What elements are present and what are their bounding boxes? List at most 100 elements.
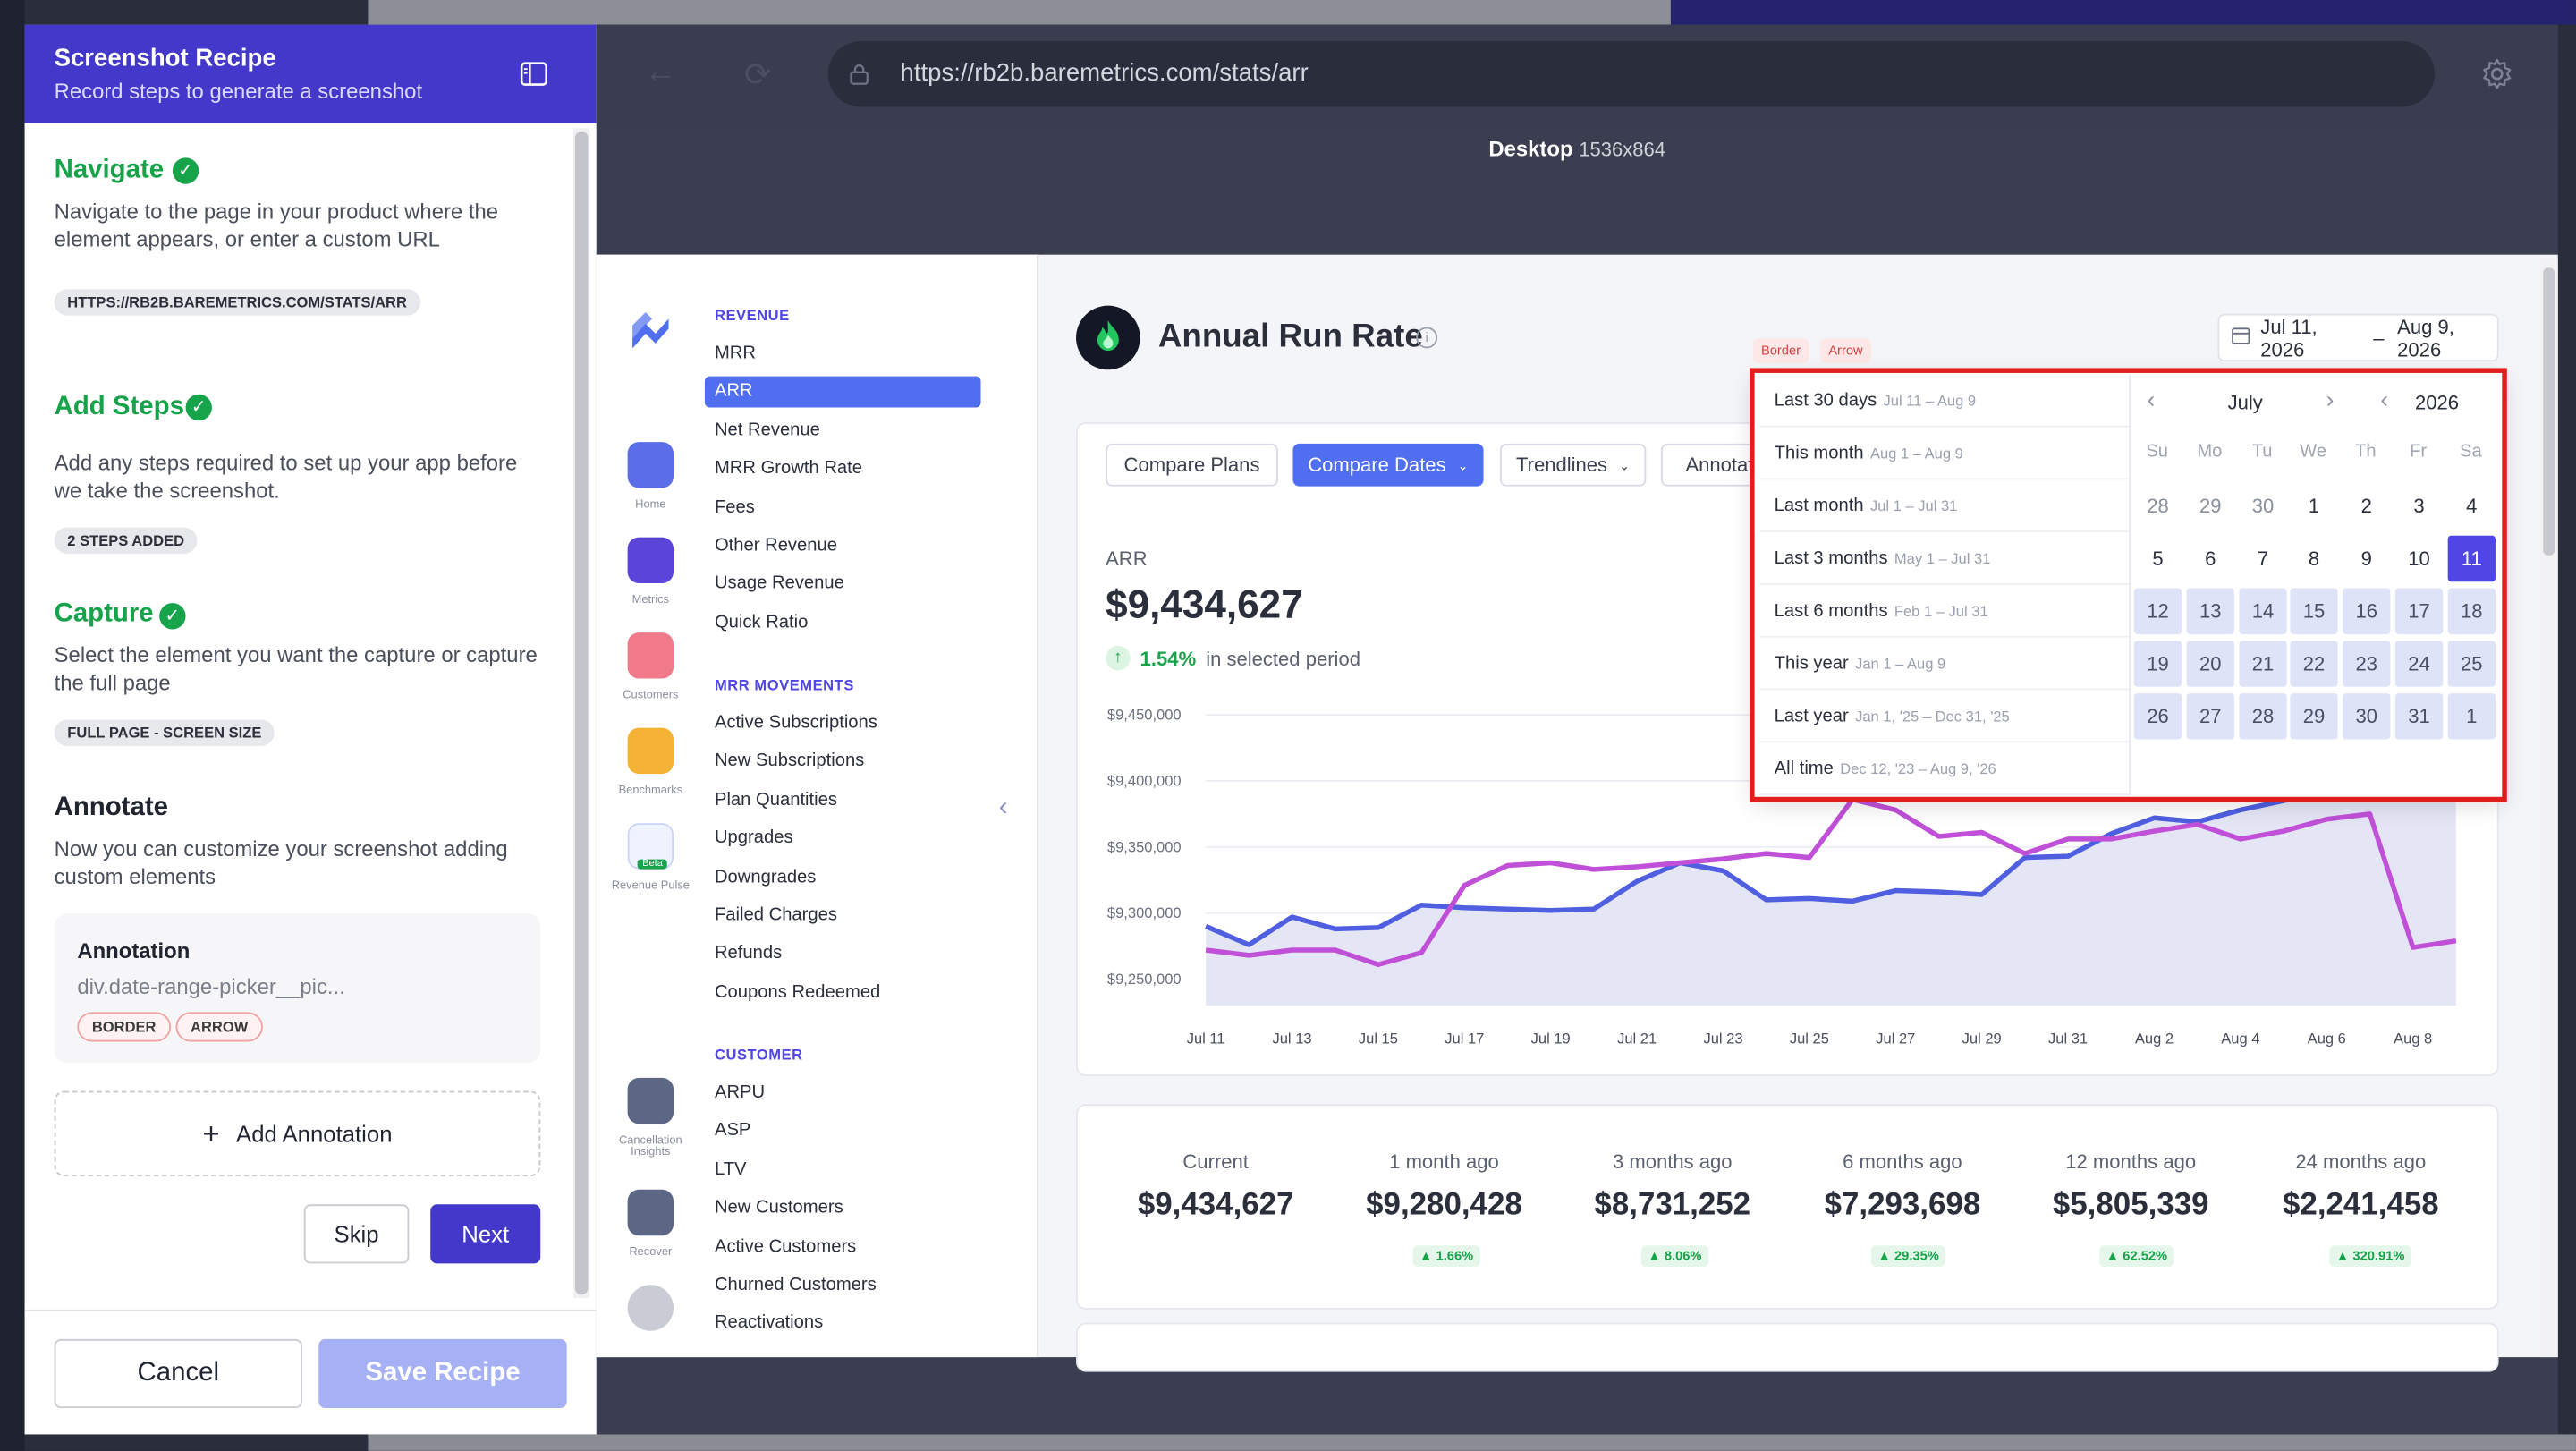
calendar-day[interactable]: 30 [2343, 693, 2391, 740]
nav-item-other-revenue[interactable]: Other Revenue [714, 535, 837, 556]
prev-month-icon[interactable]: ‹ [2147, 386, 2156, 413]
calendar-day[interactable]: 11 [2447, 535, 2496, 582]
add-annotation-button[interactable]: + Add Annotation [54, 1090, 541, 1177]
nav-item-arr[interactable]: ARR [714, 381, 753, 402]
metrics-icon[interactable] [627, 537, 674, 584]
nav-item-active-subscriptions[interactable]: Active Subscriptions [714, 713, 877, 734]
next-month-icon[interactable]: › [2326, 386, 2334, 413]
nav-item-fees[interactable]: Fees [714, 496, 755, 517]
calendar-day[interactable]: 5 [2152, 547, 2164, 571]
calendar-day[interactable]: 28 [2147, 494, 2169, 518]
calendar-day[interactable]: 16 [2343, 588, 2391, 634]
calendar-day[interactable]: 24 [2394, 641, 2444, 687]
date-range-button[interactable]: Jul 11, 2026 – Aug 9, 2026 [2217, 313, 2499, 362]
prev-year-icon[interactable]: ‹ [2380, 386, 2388, 413]
preset-this-year[interactable]: This year Jan 1 – Aug 9 [1759, 638, 2130, 691]
calendar-day[interactable]: 21 [2239, 641, 2287, 687]
app-scrollbar-thumb[interactable] [2543, 267, 2555, 556]
calendar-day[interactable]: 31 [2394, 693, 2444, 740]
nav-item-arpu[interactable]: ARPU [714, 1082, 766, 1103]
calendar-day[interactable]: 4 [2466, 494, 2478, 518]
home-icon[interactable] [627, 442, 674, 488]
nav-item-new-subscriptions[interactable]: New Subscriptions [714, 751, 865, 772]
calendar-day[interactable]: 9 [2360, 547, 2372, 571]
recover-icon[interactable] [627, 1189, 674, 1236]
calendar-month[interactable]: July [2227, 391, 2263, 414]
nav-item-mrr[interactable]: MRR [714, 343, 756, 363]
avatar[interactable] [627, 1285, 674, 1331]
calendar-day[interactable]: 10 [2408, 547, 2430, 571]
nav-item-ltv[interactable]: LTV [714, 1159, 747, 1180]
nav-item-mrr-growth-rate[interactable]: MRR Growth Rate [714, 458, 863, 479]
refresh-icon[interactable]: ⟳ [744, 57, 772, 94]
calendar-day[interactable]: 22 [2290, 641, 2338, 687]
next-button[interactable]: Next [430, 1204, 541, 1264]
calendar-day[interactable]: 17 [2394, 588, 2444, 634]
calendar-day[interactable]: 2 [2360, 494, 2372, 518]
back-arrow-icon[interactable]: ← [643, 54, 677, 91]
calendar-day[interactable]: 18 [2447, 588, 2496, 634]
preset-last-year[interactable]: Last year Jan 1, '25 – Dec 31, '25 [1759, 690, 2130, 743]
annotations-button[interactable]: Annotat [1660, 443, 1760, 487]
calendar-day[interactable]: 6 [2205, 547, 2216, 571]
calendar-year[interactable]: 2026 [2414, 391, 2459, 414]
calendar-day[interactable]: 25 [2447, 641, 2496, 687]
calendar-day[interactable]: 1 [2447, 693, 2496, 740]
nav-item-usage-revenue[interactable]: Usage Revenue [714, 573, 844, 594]
nav-item-quick-ratio[interactable]: Quick Ratio [714, 612, 809, 632]
nav-item-coupons-redeemed[interactable]: Coupons Redeemed [714, 981, 881, 1003]
calendar-day[interactable]: 13 [2186, 588, 2234, 634]
preset-last-6-months[interactable]: Last 6 months Feb 1 – Jul 31 [1759, 585, 2130, 638]
panel-scrollbar-thumb[interactable] [574, 131, 589, 1295]
calendar-day[interactable]: 3 [2413, 494, 2425, 518]
nav-item-failed-charges[interactable]: Failed Charges [714, 905, 837, 926]
calendar-day[interactable]: 23 [2343, 641, 2391, 687]
compare-plans-button[interactable]: Compare Plans [1106, 443, 1278, 487]
nav-item-asp[interactable]: ASP [714, 1121, 751, 1141]
nav-item-downgrades[interactable]: Downgrades [714, 867, 817, 887]
preset-last-30-days[interactable]: Last 30 days Jul 11 – Aug 9 [1759, 375, 2130, 428]
calendar-day[interactable]: 27 [2186, 693, 2234, 740]
nav-item-new-customers[interactable]: New Customers [714, 1198, 843, 1218]
benchmarks-icon[interactable] [627, 727, 674, 775]
preset-all-time[interactable]: All time Dec 12, '23 – Aug 9, '26 [1759, 742, 2130, 795]
calendar-day[interactable]: 15 [2290, 588, 2338, 634]
capture-mode-chip: FULL PAGE - SCREEN SIZE [54, 719, 275, 746]
add-annotation-label: Add Annotation [236, 1120, 393, 1148]
calendar-day[interactable]: 26 [2133, 693, 2182, 740]
calendar-day[interactable]: 29 [2199, 494, 2222, 518]
nav-item-refunds[interactable]: Refunds [714, 943, 783, 964]
compare-dates-button[interactable]: Compare Dates ⌄ [1292, 443, 1484, 487]
skip-button[interactable]: Skip [303, 1204, 410, 1264]
calendar-day[interactable]: 30 [2251, 494, 2275, 518]
nav-item-net-revenue[interactable]: Net Revenue [714, 420, 820, 440]
toggle-panel-icon[interactable] [519, 59, 548, 89]
calendar-day[interactable]: 29 [2290, 693, 2338, 740]
url-bar[interactable] [827, 40, 2435, 107]
calendar-day[interactable]: 19 [2133, 641, 2182, 687]
calendar-day[interactable]: 14 [2239, 588, 2287, 634]
cancel-button[interactable]: Cancel [54, 1338, 302, 1409]
calendar-day[interactable]: 7 [2257, 547, 2269, 571]
nav-item-reactivations[interactable]: Reactivations [714, 1313, 824, 1334]
nav-item-active-customers[interactable]: Active Customers [714, 1236, 857, 1257]
preset-last-month[interactable]: Last month Jul 1 – Jul 31 [1759, 479, 2130, 533]
x-tick-label: Aug 6 [2308, 1030, 2346, 1047]
calendar-day[interactable]: 28 [2239, 693, 2287, 740]
cancellation-icon[interactable] [627, 1077, 674, 1124]
calendar-day[interactable]: 8 [2308, 547, 2320, 571]
customers-icon[interactable] [627, 632, 674, 679]
calendar-day[interactable]: 20 [2186, 641, 2234, 687]
save-recipe-button[interactable]: Save Recipe [318, 1338, 567, 1409]
nav-item-upgrades[interactable]: Upgrades [714, 828, 793, 849]
info-icon[interactable]: i [1416, 327, 1438, 349]
calendar-day[interactable]: 1 [2308, 494, 2320, 518]
collapse-sidebar-icon[interactable]: ‹ [998, 793, 1008, 822]
gear-icon[interactable] [2480, 57, 2513, 90]
nav-item-churned-customers[interactable]: Churned Customers [714, 1275, 877, 1295]
trendlines-button[interactable]: Trendlines ⌄ [1499, 443, 1647, 487]
preset-this-month[interactable]: This month Aug 1 – Aug 9 [1759, 428, 2130, 480]
nav-item-plan-quantities[interactable]: Plan Quantities [714, 790, 837, 810]
preset-last-3-months[interactable]: Last 3 months May 1 – Jul 31 [1759, 532, 2130, 585]
calendar-day[interactable]: 12 [2133, 588, 2182, 634]
